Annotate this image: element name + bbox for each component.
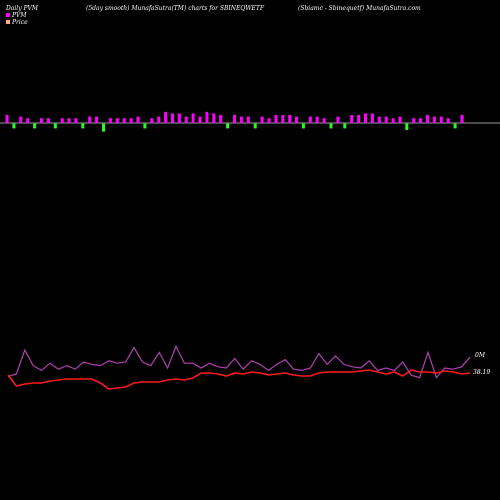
pvm-bar	[46, 118, 50, 123]
pvm-bar	[260, 116, 264, 123]
pvm-bar	[26, 118, 30, 123]
pvm-bar	[233, 115, 236, 123]
pvm-bar	[143, 123, 147, 129]
price-last-value: 38.19	[473, 369, 490, 376]
pvm-bar	[184, 116, 188, 123]
pvm-bar	[74, 118, 78, 123]
pvm-bar	[419, 118, 423, 123]
pvm-bar	[281, 115, 285, 123]
pvm-bar	[453, 123, 457, 129]
legend-price-label: Price	[11, 19, 28, 26]
pvm-bar	[336, 116, 340, 123]
pvm-bar	[102, 123, 105, 132]
legend: PVM Price	[6, 12, 28, 26]
pvm-bar	[19, 116, 23, 123]
pvm-bar	[329, 123, 333, 129]
pvm-bar	[226, 123, 230, 129]
pvm-bar	[350, 115, 354, 123]
pvm-bar	[95, 116, 99, 123]
chart-title-right: (Sbiamc - Sbinequetf) MunafaSutra.com	[298, 5, 421, 12]
pvm-bar	[115, 118, 119, 123]
pvm-bar	[301, 123, 305, 129]
pvm-bar	[40, 118, 43, 123]
pvm-line	[7, 344, 471, 379]
pvm-bar	[12, 123, 16, 129]
pvm-bar	[164, 111, 168, 123]
pvm-bar	[88, 116, 92, 123]
pvm-bar	[122, 118, 126, 123]
pvm-bar	[5, 115, 9, 123]
pvm-bars	[5, 111, 464, 132]
pvm-bar	[432, 116, 436, 123]
pvm-bar	[129, 118, 133, 123]
pvm-bar	[315, 116, 319, 123]
pvm-bar	[426, 115, 429, 123]
pvm-bar	[274, 115, 278, 123]
pvm-bar	[191, 113, 195, 123]
price-line	[7, 369, 471, 390]
pvm-bar	[398, 116, 402, 123]
pvm-bar	[81, 123, 85, 129]
pvm-bar	[219, 115, 223, 123]
pvm-bar	[288, 115, 292, 123]
pvm-bar	[212, 113, 216, 123]
pvm-bar	[439, 116, 443, 123]
legend-pvm-label: PVM	[11, 12, 27, 19]
pvm-bar	[391, 118, 395, 123]
pvm-bar	[267, 118, 271, 123]
pvm-bar	[253, 123, 257, 129]
legend-pvm-swatch	[6, 13, 10, 17]
pvm-bar	[136, 116, 140, 123]
pvm-bar	[370, 113, 374, 123]
pvm-bar	[108, 118, 112, 123]
pvm-bar	[171, 113, 174, 123]
pvm-bar	[33, 123, 37, 129]
pvm-bar	[308, 116, 312, 123]
pvm-bar	[60, 118, 64, 123]
pvm-bar	[412, 118, 416, 123]
pvm-bar	[150, 118, 154, 123]
pvm-bar	[246, 116, 250, 123]
pvm-bar	[460, 115, 464, 123]
pvm-bar	[239, 116, 243, 123]
legend-price-swatch	[6, 20, 10, 24]
pvm-bar	[205, 111, 209, 123]
pvm-bar	[405, 123, 409, 130]
pvm-bar	[67, 118, 71, 123]
chart-title-center: (5day smooth) MunafaSutra(TM) charts for…	[86, 5, 265, 12]
pvm-bar	[343, 123, 347, 129]
pvm-last-value: 0M	[475, 352, 486, 359]
pvm-bar	[322, 118, 326, 123]
pvm-bar	[53, 123, 57, 129]
pvm-bar	[198, 116, 202, 123]
pvm-bar	[384, 116, 388, 123]
pvm-bar	[364, 113, 367, 123]
chart-title-left: Daily PVM	[5, 5, 39, 12]
pvm-bar	[377, 116, 381, 123]
pvm-bar	[177, 113, 181, 123]
pvm-bar	[157, 116, 161, 123]
pvm-bar	[446, 118, 450, 123]
pvm-bar	[357, 115, 361, 123]
pvm-bar	[295, 116, 298, 123]
